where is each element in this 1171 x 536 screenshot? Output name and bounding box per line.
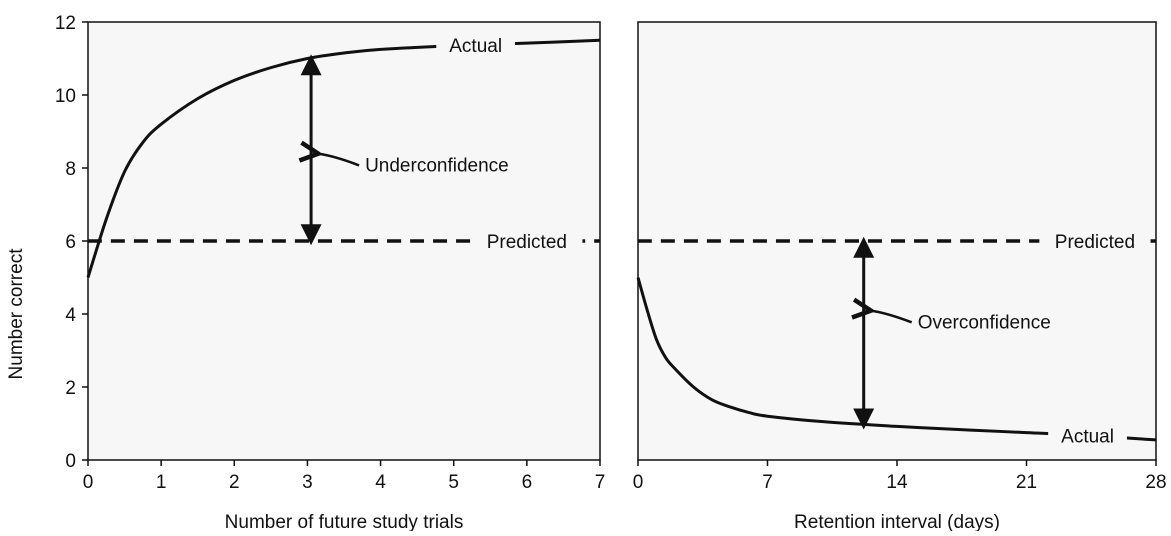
x-axis-title: Number of future study trials	[225, 512, 464, 531]
panel-2: 0 7 14 21 28 Retention interval (days) Actual P…	[633, 21, 1167, 533]
y-axis-title: Number correct	[6, 248, 27, 380]
x-tick-label: 2	[229, 472, 240, 493]
x-tick-label: 21	[1016, 472, 1037, 493]
y-tick-label: 6	[65, 232, 76, 253]
annotation-pointer	[869, 310, 913, 324]
x-tick-label: 14	[886, 472, 908, 493]
x-tick-label: 7	[762, 472, 773, 493]
series-line-actual	[636, 277, 1157, 442]
series-label-actual: Actual	[1061, 427, 1114, 448]
annotation-overconfidence: Overconfidence	[918, 312, 1051, 333]
x-tick-label: 4	[375, 472, 386, 493]
series-label-predicted: Predicted	[487, 232, 567, 253]
series-label-bg	[1039, 228, 1151, 254]
x-tick-label: 6	[522, 472, 533, 493]
y-tick-label: 12	[55, 13, 76, 34]
y-tick-label: 10	[55, 86, 76, 107]
x-tick-label: 0	[633, 472, 644, 493]
x-tick-label: 1	[156, 472, 167, 493]
y-tick-label: 0	[65, 451, 76, 472]
y-tick-label: 4	[65, 305, 76, 326]
x-tick-label: 28	[1145, 472, 1166, 493]
annotation-underconfidence: Underconfidence	[365, 155, 509, 176]
x-tick-label: 7	[595, 472, 606, 493]
y-tick-label: 2	[65, 378, 76, 399]
series-label-bg	[436, 31, 516, 58]
series-label-bg	[1048, 422, 1127, 449]
y-tick-label: 8	[65, 159, 76, 180]
series-label-predicted: Predicted	[1055, 232, 1135, 253]
annotation-pointer	[316, 153, 360, 167]
series-label-bg	[471, 228, 583, 254]
x-tick-label: 3	[302, 472, 313, 493]
x-tick-label: 0	[83, 472, 94, 493]
x-tick-label: 5	[448, 472, 459, 493]
series-label-actual: Actual	[449, 36, 502, 57]
x-axis-title: Retention interval (days)	[794, 512, 1000, 531]
